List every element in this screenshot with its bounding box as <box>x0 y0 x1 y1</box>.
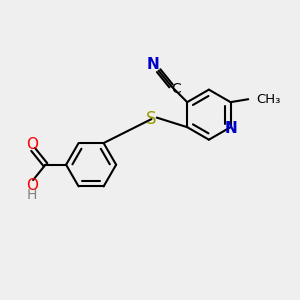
Text: O: O <box>26 137 38 152</box>
Text: H: H <box>26 188 37 202</box>
Text: CH₃: CH₃ <box>256 93 281 106</box>
Text: C: C <box>171 82 181 97</box>
Text: S: S <box>146 110 157 128</box>
Text: N: N <box>147 57 160 72</box>
Text: N: N <box>225 121 238 136</box>
Text: O: O <box>26 178 38 193</box>
